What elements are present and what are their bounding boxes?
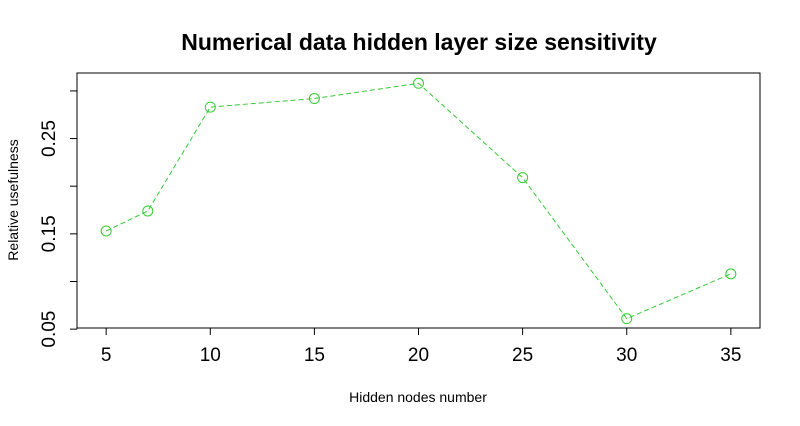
data-point [621,313,633,325]
x-tick-label: 25 [512,345,533,366]
chart-title: Numerical data hidden layer size sensiti… [181,29,657,55]
x-tick-label: 5 [101,345,112,366]
data-point [517,172,529,184]
y-tick-label: 0.25 [39,120,60,157]
series-line [105,82,732,320]
data-point [413,77,424,89]
x-axis-label: Hidden nodes number [349,389,487,405]
data-point [308,93,320,105]
x-tick-label: 15 [304,345,325,366]
x-axis: 5 10 15 20 25 30 35 [101,327,741,366]
x-tick-label: 35 [720,345,741,366]
data-point [100,225,112,237]
data-point [725,268,737,280]
x-tick-label: 10 [200,345,221,366]
x-tick-label: 30 [616,345,637,366]
data-point [204,101,216,113]
y-tick-label: 0.15 [39,215,60,252]
series-layer [100,77,737,325]
data-point [142,205,154,217]
y-axis: 0.05 0.15 0.25 [39,90,78,348]
x-tick-label: 20 [408,345,429,366]
y-axis-label: Relative usefulness [5,139,21,260]
y-tick-label: 0.05 [39,311,60,348]
plot-frame [76,72,761,329]
